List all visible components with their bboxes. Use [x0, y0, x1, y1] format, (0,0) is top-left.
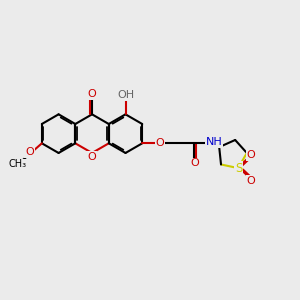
Text: OH: OH [118, 90, 135, 100]
Text: S: S [235, 162, 242, 175]
Text: O: O [246, 176, 255, 186]
Text: O: O [246, 150, 255, 160]
Text: O: O [25, 147, 34, 157]
Text: O: O [190, 158, 199, 168]
Text: CH₃: CH₃ [8, 159, 26, 169]
Text: O: O [88, 89, 96, 99]
Text: NH: NH [206, 137, 223, 147]
Text: O: O [155, 138, 164, 148]
Text: O: O [87, 152, 96, 162]
